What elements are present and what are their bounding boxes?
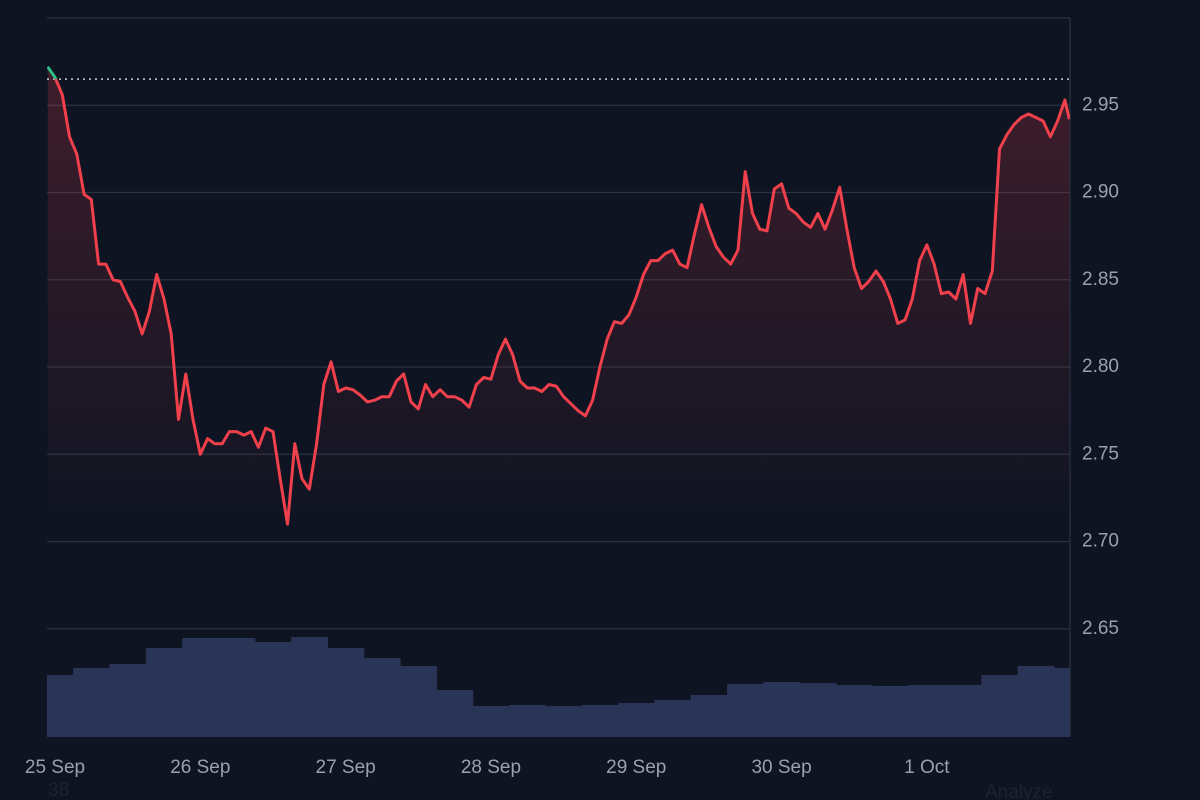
price-line: [54, 79, 1070, 526]
footer-left: 38: [48, 780, 69, 800]
x-tick-label: 30 Sep: [751, 757, 811, 778]
y-tick-label: 2.65: [1082, 618, 1119, 639]
x-tick-label: 27 Sep: [316, 757, 376, 778]
x-tick-label: 28 Sep: [461, 757, 521, 778]
y-tick-label: 2.85: [1082, 269, 1119, 290]
x-tick-label: 1 Oct: [904, 757, 950, 778]
price-area: [47, 66, 1070, 737]
y-tick-label: 2.90: [1082, 182, 1119, 203]
y-tick-label: 2.95: [1082, 94, 1119, 115]
x-tick-label: 26 Sep: [170, 757, 230, 778]
x-tick-label: 25 Sep: [25, 757, 85, 778]
footer-right: Analyze: [985, 782, 1053, 800]
y-tick-label: 2.80: [1082, 356, 1119, 377]
x-tick-label: 29 Sep: [606, 757, 666, 778]
y-tick-label: 2.75: [1082, 443, 1119, 464]
y-tick-label: 2.70: [1082, 531, 1119, 552]
